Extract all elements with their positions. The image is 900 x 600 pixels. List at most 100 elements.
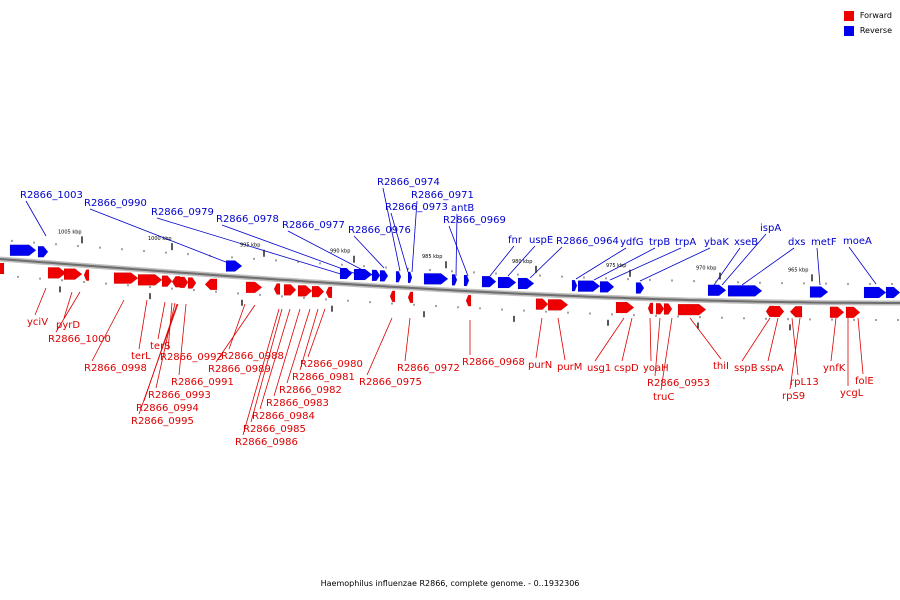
forward-leader [299, 308, 319, 371]
forward-leader [55, 291, 81, 333]
reverse-leader [411, 200, 418, 273]
reverse-gene [809, 286, 829, 298]
reverse-leader [221, 224, 363, 277]
forward-leader [767, 317, 779, 362]
forward-leader [157, 301, 166, 340]
reverse-gene [707, 284, 727, 297]
reverse-gene-label: R2866_0976 [348, 225, 411, 236]
forward-leader [63, 291, 73, 319]
axis-ticks: 1005 kbp 1000 kbp 995 kbp 990 kbp 985 kbp 980… [11, 229, 899, 331]
forward-gene-label: R2866_0994 [136, 403, 199, 414]
forward-gene [773, 305, 785, 318]
forward-gene-label: R2866_0995 [131, 416, 194, 427]
forward-gene-label: R2866_0989 [208, 364, 271, 375]
reverse-gene-label: R2866_0978 [216, 214, 279, 225]
forward-gene [63, 268, 83, 280]
forward-gene-label: terS [150, 341, 171, 352]
forward-leader [138, 299, 148, 350]
forward-gene-label: R2866_0998 [84, 363, 147, 374]
forward-leader [34, 287, 47, 316]
forward-gene-label: yciV [27, 317, 48, 328]
reverse-gene-label: R2866_0973 [385, 202, 448, 213]
forward-gene-label: folE [855, 376, 874, 387]
forward-gene [83, 269, 90, 281]
forward-gene [204, 278, 218, 291]
forward-gene [655, 302, 665, 315]
label-leader-lines [25, 187, 877, 436]
reverse-gene [353, 268, 373, 281]
reverse-gene [577, 280, 601, 292]
gene-labels: yciV pyrDR2866_1000R2866_0998terLterSR286… [20, 177, 874, 448]
reverse-gene-label: uspE [529, 235, 553, 246]
tick-label: 970 kbp [696, 266, 716, 272]
reverse-gene [423, 273, 449, 285]
tick-label: 975 kbp [606, 263, 626, 269]
reverse-gene-label: ispA [760, 223, 781, 234]
reverse-leader [507, 245, 536, 277]
reverse-leader [575, 247, 627, 280]
forward-gene-label: rpS9 [782, 391, 805, 402]
reverse-gene-label: R2866_0964 [556, 236, 619, 247]
forward-leader [228, 303, 246, 350]
forward-gene [283, 284, 297, 296]
forward-leader [621, 317, 633, 362]
reverse-gene [863, 286, 887, 299]
reverse-gene-label: moeA [843, 236, 872, 247]
forward-gene-label: purM [557, 362, 582, 373]
forward-leader [689, 317, 722, 360]
forward-leader [259, 308, 291, 410]
reverse-leader [489, 245, 515, 277]
reverse-gene-label: ybaK [704, 237, 729, 248]
forward-leader [307, 308, 326, 358]
forward-gene [161, 275, 173, 287]
reverse-gene [497, 276, 517, 289]
forward-leader [273, 308, 301, 397]
reverse-gene [9, 244, 37, 257]
forward-gene-label: ycgL [840, 388, 864, 399]
forward-leader [791, 317, 799, 376]
forward-leader [404, 317, 411, 362]
reverse-leader [89, 208, 237, 267]
forward-gene-label: terL [131, 351, 151, 362]
axis-shadow [0, 256, 900, 306]
reverse-leader [741, 247, 795, 286]
forward-gene [535, 298, 549, 310]
forward-gene-label: R2866_0968 [462, 357, 525, 368]
forward-gene-label: R2866_0980 [300, 359, 363, 370]
reverse-leader [25, 200, 47, 237]
reverse-leader [639, 247, 711, 282]
reverse-gene [599, 281, 615, 293]
forward-gene-label: R2866_0975 [359, 377, 422, 388]
reverse-gene [37, 246, 49, 258]
forward-gene-label: R2866_0993 [148, 390, 211, 401]
reverse-leader [593, 247, 656, 281]
forward-leader [242, 308, 280, 436]
tick-label: 990 kbp [330, 249, 350, 255]
forward-gene-label: usg1 [587, 363, 611, 374]
tick-label: 985 kbp [422, 254, 442, 260]
legend-forward-label: Forward [859, 11, 892, 20]
forward-gene-label: purN [528, 360, 552, 371]
reverse-leader [721, 233, 767, 286]
forward-gene-label: R2866_0988 [221, 351, 284, 362]
axis-line [0, 258, 900, 304]
forward-gene-label: R2866_0972 [397, 363, 460, 374]
forward-gene-label: R2866_0986 [235, 437, 298, 448]
reverse-leader [713, 247, 741, 286]
tick-label: 965 kbp [788, 267, 808, 273]
gene-arrows [0, 244, 900, 319]
forward-gene-label: R2866_0981 [292, 372, 355, 383]
forward-gene-label: R2866_0992 [160, 352, 223, 363]
legend-forward: Forward [843, 8, 892, 23]
reverse-gene [463, 274, 470, 287]
forward-leader [138, 303, 179, 415]
forward-gene [325, 286, 333, 299]
forward-gene-label: R2866_0984 [252, 411, 315, 422]
forward-gene [47, 267, 67, 279]
reverse-gene-label: R2866_0969 [443, 215, 506, 226]
forward-gene-label: thiI [713, 361, 729, 372]
forward-gene-label: sspA [760, 363, 784, 374]
legend-reverse-label: Reverse [859, 26, 892, 35]
reverse-gene-label: R2866_0977 [282, 220, 345, 231]
forward-leader [660, 317, 673, 391]
